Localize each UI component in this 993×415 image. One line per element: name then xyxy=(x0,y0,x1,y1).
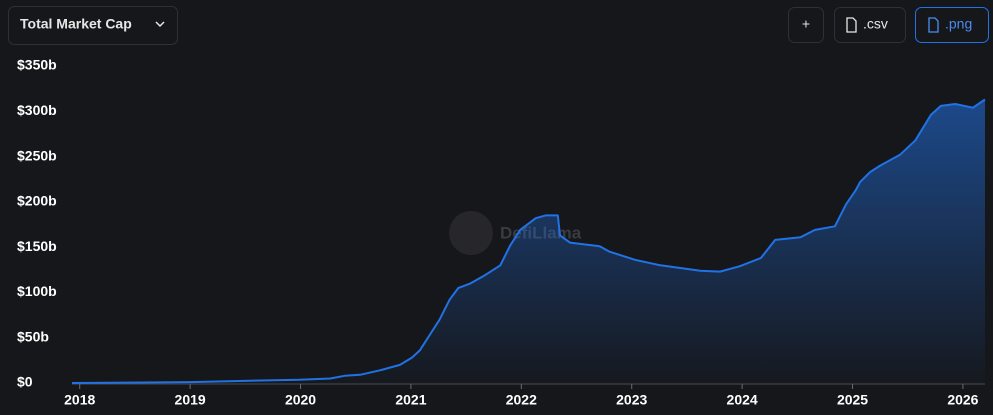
y-tick-label: $0 xyxy=(17,374,33,390)
y-tick-label: $150b xyxy=(17,238,57,254)
line xyxy=(71,98,986,384)
x-tick-label: 2026 xyxy=(947,392,978,408)
button-label[interactable]: + xyxy=(802,16,810,32)
y-tick-label: $250b xyxy=(17,147,57,163)
dropdown[interactable]: Total Market Cap xyxy=(8,6,178,45)
x-tick-label: 2018 xyxy=(64,392,95,408)
chevron[interactable] xyxy=(155,21,165,28)
x-tick-label: 2022 xyxy=(506,392,537,408)
button-label[interactable]: .png xyxy=(945,16,972,32)
chart: DefiLlama $0$50b$100b$150b$200b$250b$300… xyxy=(17,57,986,408)
x-tick-label: 2021 xyxy=(395,392,426,408)
x-tick-label: 2025 xyxy=(837,392,868,408)
x-tick-label: 2019 xyxy=(175,392,206,408)
button-box[interactable] xyxy=(915,7,989,43)
x-tick-label: 2023 xyxy=(616,392,647,408)
button-box[interactable] xyxy=(834,7,906,43)
dropdown-label[interactable]: Total Market Cap xyxy=(20,16,132,32)
file-icon[interactable] xyxy=(928,17,939,33)
watermark-logo xyxy=(449,211,493,255)
png-button[interactable]: .png xyxy=(915,7,989,43)
csv-button[interactable]: .csv xyxy=(834,7,906,43)
dropdown-box[interactable] xyxy=(8,6,178,45)
x-tick-label: 2020 xyxy=(285,392,316,408)
button-label[interactable]: .csv xyxy=(863,16,888,32)
y-tick-label: $50b xyxy=(17,328,49,344)
x-tick-label: 2024 xyxy=(727,392,758,408)
file-icon[interactable] xyxy=(846,17,857,33)
add-button[interactable]: + xyxy=(788,7,824,43)
button-box[interactable] xyxy=(788,7,824,43)
y-tick-label: $300b xyxy=(17,102,57,118)
y-tick-label: $350b xyxy=(17,57,57,73)
y-tick-label: $200b xyxy=(17,193,57,209)
y-tick-label: $100b xyxy=(17,283,57,299)
area xyxy=(72,99,985,383)
